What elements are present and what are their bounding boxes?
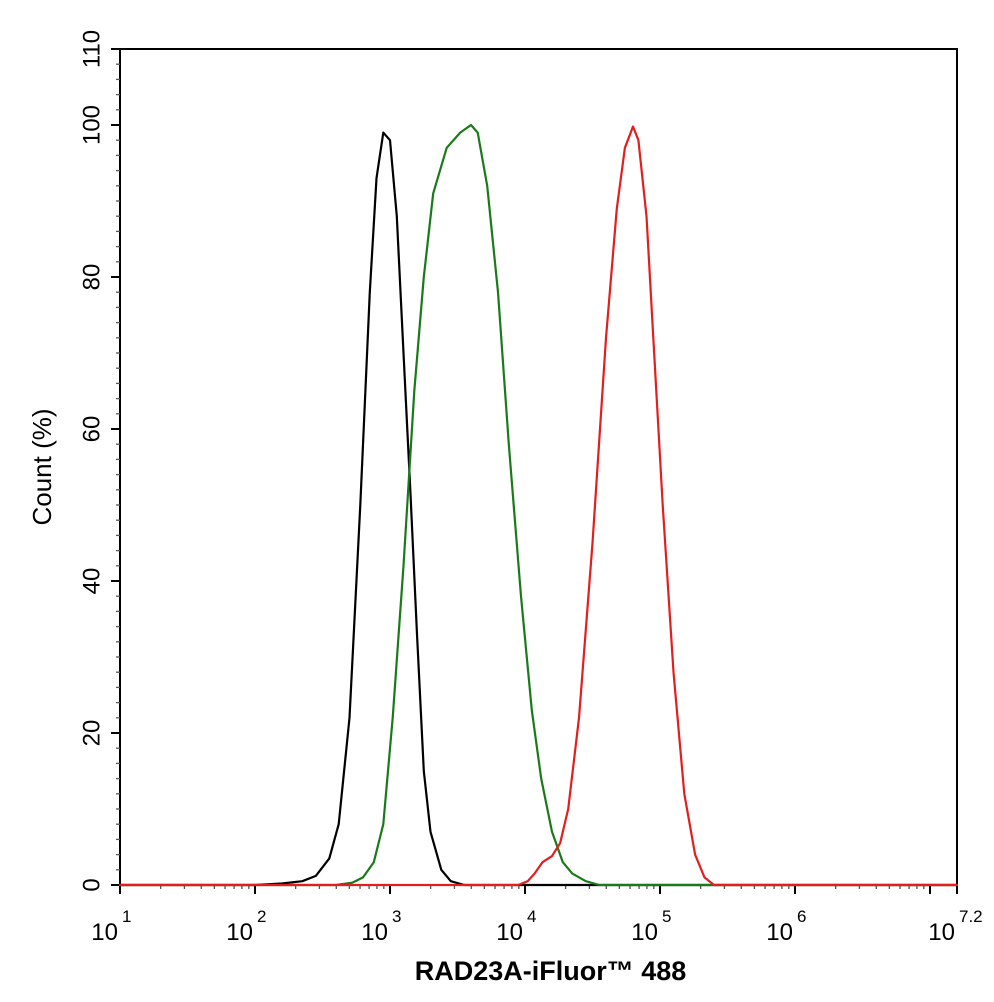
y-tick-label: 100 xyxy=(79,105,106,145)
series-line-1 xyxy=(118,131,959,887)
x-tick-base: 10 xyxy=(631,919,658,946)
series-line-3 xyxy=(118,125,959,887)
x-tick-base: 10 xyxy=(928,919,955,946)
x-tick-exponent: 2 xyxy=(257,907,266,926)
x-tick-exponent: 4 xyxy=(527,907,536,926)
x-tick-exponent: 3 xyxy=(392,907,401,926)
series-line-2 xyxy=(118,123,959,887)
x-tick-exponent: 1 xyxy=(122,907,131,926)
x-tick-exponent: 5 xyxy=(662,907,671,926)
x-tick-base: 10 xyxy=(91,919,118,946)
x-tick-base: 10 xyxy=(496,919,523,946)
series-lines xyxy=(118,123,959,887)
y-tick-label: 0 xyxy=(79,878,106,891)
x-axis-title: RAD23A-iFluor™ 488 xyxy=(415,956,687,986)
y-axis-title: Count (%) xyxy=(27,408,57,525)
tick-marks xyxy=(111,48,958,894)
x-tick-exponent: 6 xyxy=(797,907,806,926)
y-tick-label: 110 xyxy=(79,30,106,68)
x-tick-base: 10 xyxy=(361,919,388,946)
y-tick-label: 60 xyxy=(79,416,106,443)
y-tick-label: 80 xyxy=(79,264,106,291)
x-tick-exponent: 7.2 xyxy=(959,907,983,926)
y-tick-label: 20 xyxy=(79,720,106,747)
x-tick-base: 10 xyxy=(226,919,253,946)
x-tick-base: 10 xyxy=(766,919,793,946)
y-tick-label: 40 xyxy=(79,568,106,595)
